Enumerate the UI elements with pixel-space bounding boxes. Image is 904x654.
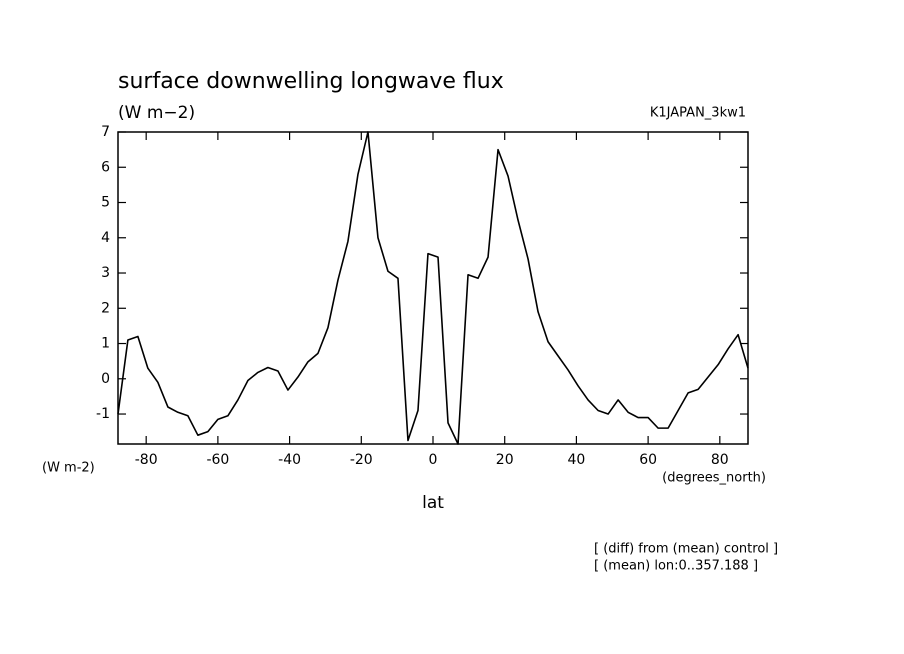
annotation: K1JAPAN_3kw1 [650,106,746,121]
y-unit: (W m-2) [42,461,95,476]
y-tick-label: 0 [101,371,110,387]
y-tick-label: 5 [101,195,110,211]
x-tick-label: -40 [278,452,301,468]
y-tick-label: 6 [101,159,110,175]
x-tick-label: 80 [711,452,729,468]
y-tick-label: 4 [101,230,110,246]
x-tick-label: -20 [350,452,373,468]
data-line [117,131,749,445]
y-tick-label: 3 [101,265,110,281]
y-tick-label: -1 [96,406,110,422]
x-tick-label: 60 [639,452,657,468]
note: [ (diff) from (mean) control ] [594,542,778,557]
x-tick-label: 0 [429,452,438,468]
chart-subtitle: (W m−2) [118,103,195,123]
y-tick-label: 1 [101,336,110,352]
x-tick-label: -60 [206,452,229,468]
x-tick-label: -80 [135,452,158,468]
x-axis-label: lat [422,493,444,513]
y-tick-label: 2 [101,300,110,316]
x-unit: (degrees_north) [662,471,766,486]
x-tick-label: 20 [496,452,514,468]
y-tick-label: 7 [101,124,110,140]
chart-title: surface downwelling longwave flux [118,69,504,94]
note: [ (mean) lon:0..357.188 ] [594,559,758,574]
x-tick-label: 40 [567,452,585,468]
